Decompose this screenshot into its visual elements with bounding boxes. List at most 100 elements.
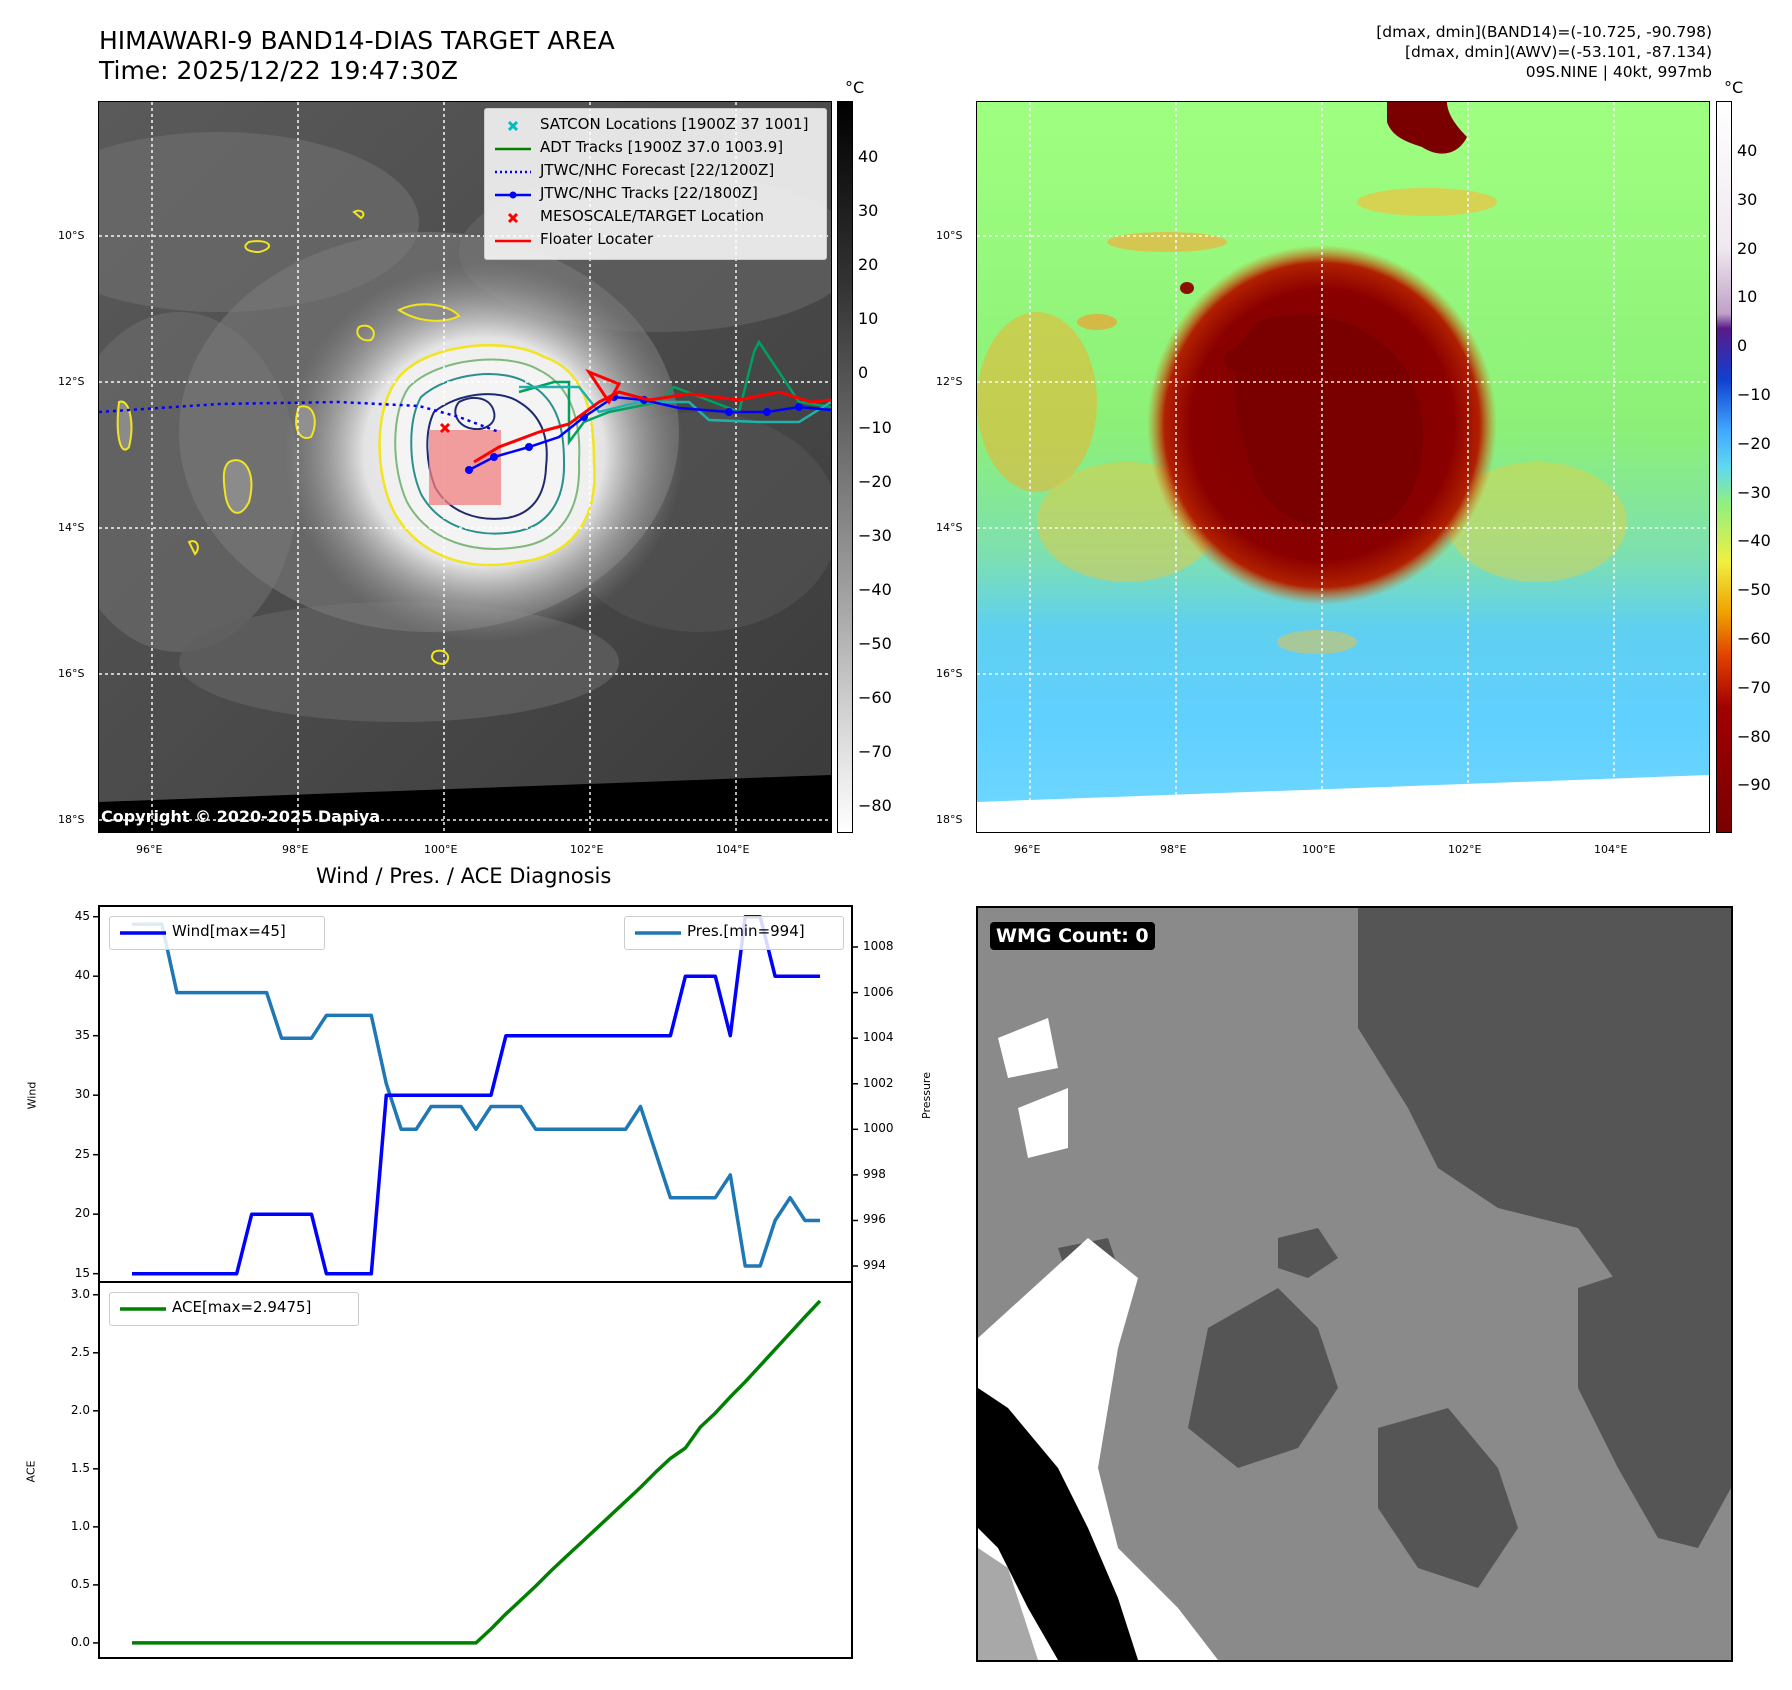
wv-map-image [977,102,1709,832]
ace-axis-tick: 2.5 [70,1344,90,1359]
ir-colorbar-tick: −20 [858,471,892,491]
wv-colorbar-tick: −60 [1737,629,1771,648]
wv-map-panel [976,101,1710,833]
pressure-axis-tick: 1000 [863,1121,894,1136]
ir-legend-label: JTWC/NHC Tracks [22/1800Z] [540,184,758,202]
ir-lat-label-12s: 12°S [58,375,85,388]
ir-legend-swatch [495,147,531,151]
wv-colorbar-tick: −40 [1737,531,1771,551]
storm-info: 09S.NINE | 40kt, 997mb [1525,63,1712,81]
ir-legend-label: ADT Tracks [1900Z 37.0 1003.9] [540,138,784,156]
pressure-axis-tick: 996 [863,1212,886,1227]
wv-lon-label-98e: 98°E [1160,843,1187,856]
jtwc-forecast-track [99,400,500,434]
pressure-axis-tick: 1006 [863,984,894,999]
wv-colorbar-tick: 40 [1737,141,1758,160]
pres-series-line [132,922,820,1268]
wv-lat-label-12s: 12°S [936,375,963,388]
figure-time: Time: 2025/12/22 19:47:30Z [99,56,458,85]
wv-lat-label-18s: 18°S [936,813,963,826]
ir-legend-label: JTWC/NHC Forecast [22/1200Z] [540,161,775,179]
wv-colorbar-tick: 0 [1737,336,1748,356]
wind-axis-tick: 40 [74,968,90,983]
wind-axis-tick: 35 [74,1027,90,1042]
floater-locater-track [473,390,831,464]
ir-legend-swatch [507,120,519,132]
awv-range-info: [dmax, dmin](AWV)=(-53.101, -87.134) [1405,43,1712,61]
satcon-track [519,385,831,424]
wind-axis-label: Wind [25,1081,39,1110]
ace-axis-tick: 0.0 [70,1634,90,1649]
ace-axis-tick: 1.5 [70,1460,90,1475]
ace-axis-tick: 3.0 [70,1286,90,1301]
ir-lat-label-18s: 18°S [58,813,85,826]
ir-colorbar-tick: 0 [858,363,869,383]
ir-colorbar-tick: −50 [858,633,892,653]
ir-colorbar-tick: −10 [858,417,892,437]
wv-colorbar-tick: −10 [1737,385,1771,404]
wind-axis-tick: 15 [74,1265,90,1280]
ir-legend-swatch [495,239,531,243]
ir-lon-label-96e: 96°E [136,843,163,856]
ir-legend-item: ADT Tracks [1900Z 37.0 1003.9] [493,138,823,160]
wind-series-line [132,914,820,1276]
wv-colorbar-tick: 10 [1737,287,1758,307]
ir-colorbar-tick: −30 [858,525,892,545]
ir-colorbar-tick: −60 [858,688,892,707]
ir-colorbar-tick: −70 [858,742,892,762]
target-location-marker [439,422,451,434]
wind-legend: Wind[max=45] [109,916,325,950]
wv-colorbar-tick: −80 [1737,726,1771,746]
ir-legend: SATCON Locations [1900Z 37 1001] ADT Trac… [484,108,827,260]
wmg-image [978,908,1731,1660]
ace-series-line [132,1299,822,1645]
wv-colorbar-tick: −90 [1737,775,1771,795]
wv-lat-label-16s: 16°S [936,667,963,680]
pressure-axis-tick: 1004 [863,1030,894,1045]
ir-colorbar [837,101,853,833]
ir-map-panel: SATCON Locations [1900Z 37 1001] ADT Trac… [98,101,832,833]
wv-colorbar-tick: −30 [1737,482,1771,502]
ir-colorbar-tick: −40 [858,579,892,599]
wv-lon-label-100e: 100°E [1302,843,1336,856]
ir-lon-label-100e: 100°E [424,843,458,856]
wv-colorbar-tick: −70 [1737,677,1771,697]
ir-colorbar-tick: −80 [858,796,892,816]
ir-lon-label-104e: 104°E [716,843,750,856]
ir-legend-label: Floater Locater [540,230,654,248]
pressure-axis-tick: 998 [863,1166,886,1181]
jtwc-track [468,395,831,472]
pressure-axis-tick: 994 [863,1258,886,1273]
wind-axis-tick: 20 [74,1206,90,1221]
ir-legend-item: SATCON Locations [1900Z 37 1001] [493,115,823,137]
ir-legend-label: MESOSCALE/TARGET Location [540,207,765,225]
ir-colorbar-tick: 30 [858,201,879,221]
wv-colorbar-tick: 20 [1737,238,1758,258]
pressure-legend: Pres.[min=994] [624,916,844,950]
ir-legend-item: JTWC/NHC Tracks [22/1800Z] [493,184,823,206]
ace-legend-label: ACE[max=2.9475] [172,1298,312,1316]
wind-axis-tick: 45 [74,908,90,923]
wv-colorbar-tick: −20 [1737,433,1771,453]
wv-lat-label-14s: 14°S [936,521,963,534]
ir-map-image [99,102,831,832]
ir-legend-label: SATCON Locations [1900Z 37 1001] [540,115,809,133]
wmg-panel: WMG Count: 0 [976,906,1733,1662]
wind-axis-tick: 30 [74,1087,90,1102]
ir-legend-swatch [495,170,531,174]
wv-colorbar-tick: −50 [1737,580,1771,600]
ir-lon-label-98e: 98°E [282,843,309,856]
ace-axes [98,1281,853,1659]
pressure-legend-label: Pres.[min=994] [687,922,805,940]
wv-lon-label-102e: 102°E [1448,843,1482,856]
ir-legend-item: Floater Locater [493,230,823,252]
ace-axis-tick: 1.0 [70,1518,90,1533]
diagnosis-chart-title: Wind / Pres. / ACE Diagnosis [316,864,612,888]
wv-lon-label-104e: 104°E [1594,843,1628,856]
wmg-count-label: WMG Count: 0 [990,922,1155,950]
pressure-axis-tick: 1002 [863,1075,894,1090]
wv-colorbar-unit: °C [1724,78,1744,97]
pressure-axis-tick: 1008 [863,939,894,954]
copyright-label: Copyright © 2020-2025 Dapiya [101,807,381,826]
wind-legend-label: Wind[max=45] [172,922,286,940]
